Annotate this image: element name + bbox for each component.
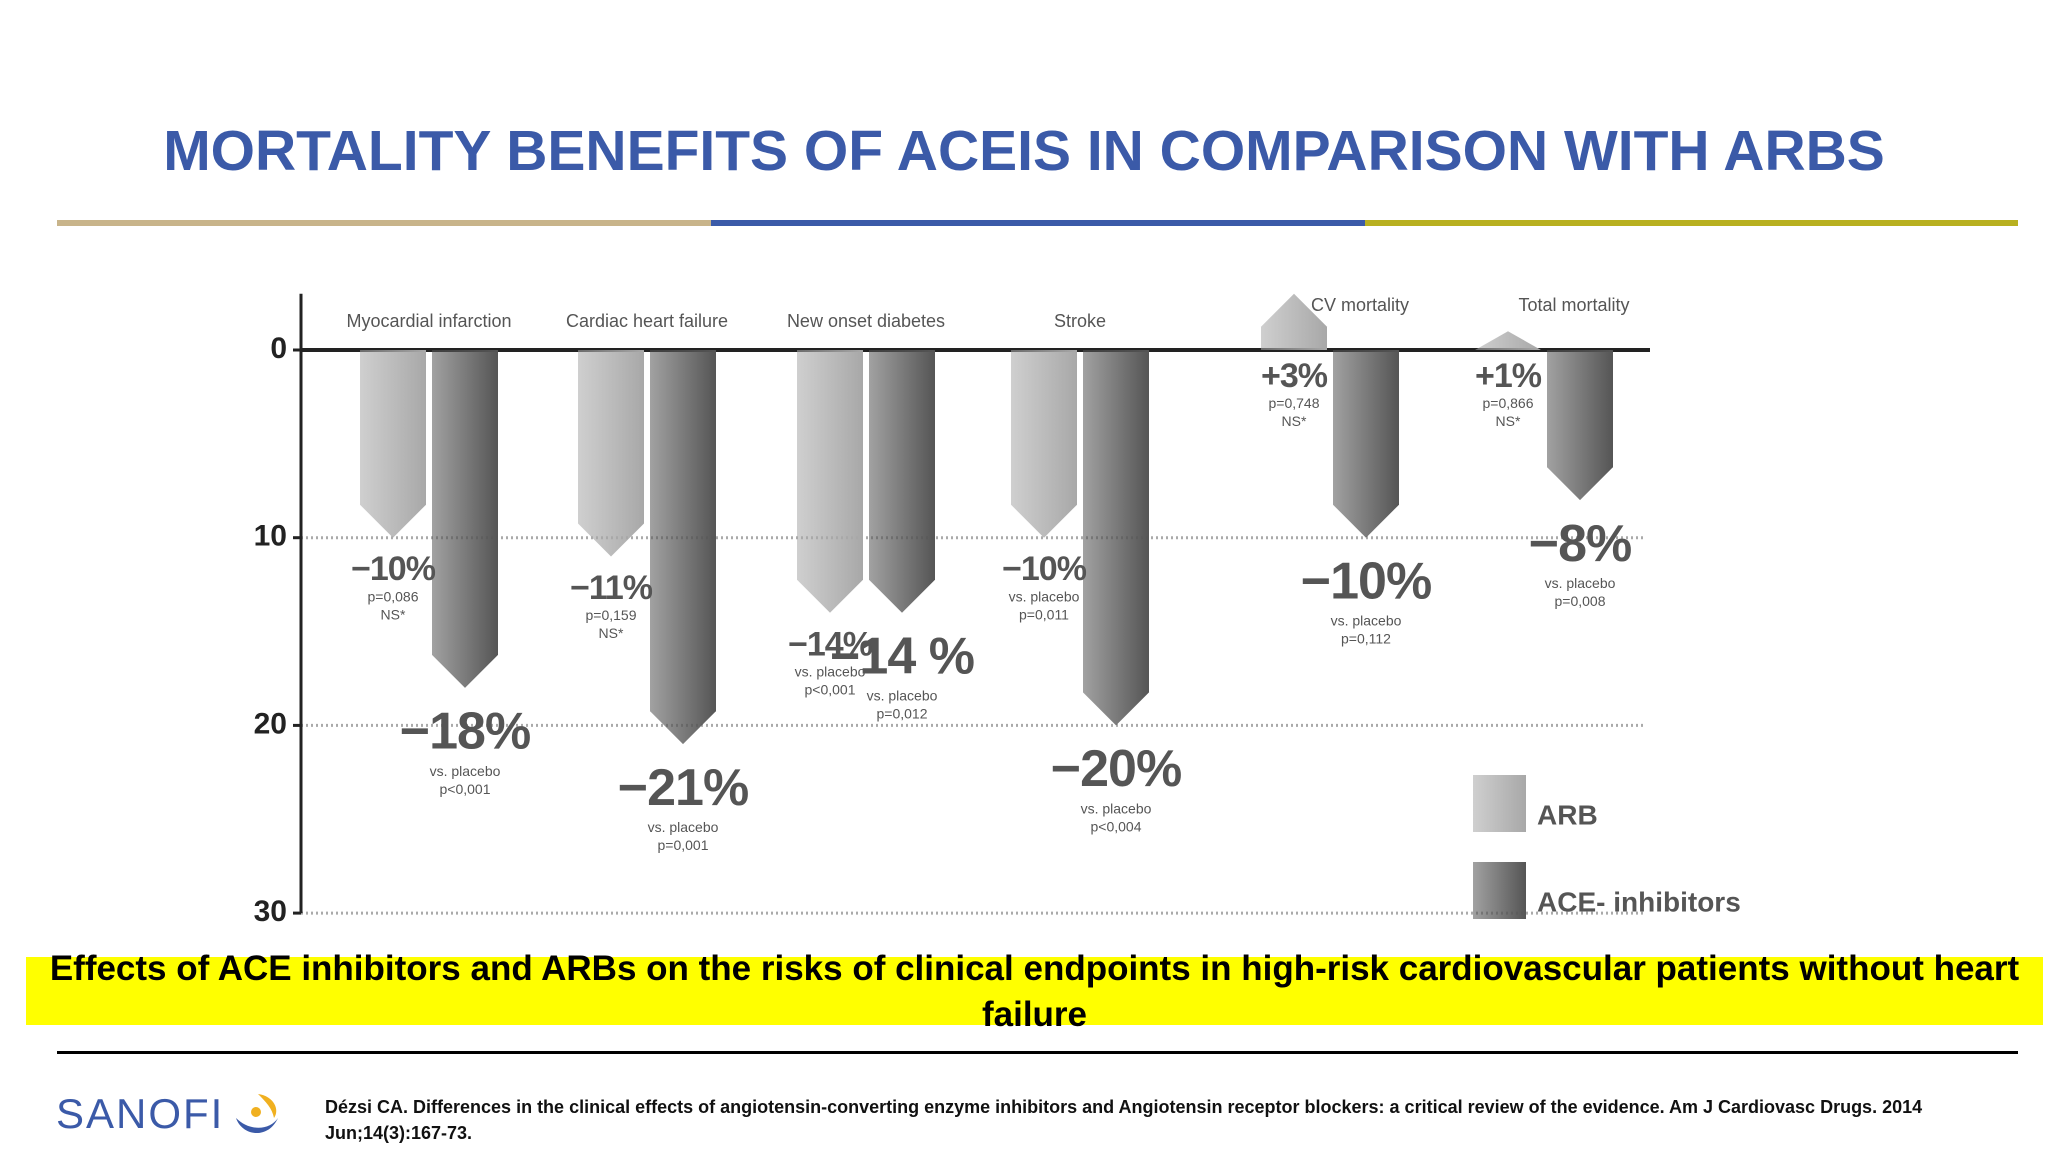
value-label: −21% xyxy=(618,759,748,817)
annotation: p=0,086 xyxy=(368,588,419,604)
footer-rule xyxy=(57,1051,2018,1054)
bar xyxy=(1011,350,1077,538)
bar xyxy=(797,350,863,613)
annotation: vs. placebo xyxy=(795,663,866,679)
logo-swoosh xyxy=(258,1094,277,1118)
value-label: +3% xyxy=(1261,357,1328,395)
rule-segment xyxy=(711,220,1365,226)
reference: Dézsi CA. Differences in the clinical ef… xyxy=(325,1097,1923,1143)
legend-swatch xyxy=(1473,775,1526,832)
annotation: p<0,004 xyxy=(1091,818,1142,834)
annotation: vs. placebo xyxy=(648,819,719,835)
bar xyxy=(578,350,644,557)
annotation: p<0,001 xyxy=(805,681,856,697)
y-tick-label: 30 xyxy=(254,895,287,928)
bar xyxy=(1475,331,1541,350)
annotation: p=0,012 xyxy=(877,706,928,722)
annotation: vs. placebo xyxy=(1081,800,1152,816)
value-label: +1% xyxy=(1475,357,1542,395)
annotation: NS* xyxy=(1496,413,1521,429)
category-label: New onset diabetes xyxy=(787,311,945,331)
bar xyxy=(1547,350,1613,501)
y-tick-label: 0 xyxy=(270,332,287,365)
annotation: NS* xyxy=(381,606,406,622)
category-label: Total mortality xyxy=(1518,295,1629,315)
annotation: p<0,001 xyxy=(440,781,491,797)
chart: 0 10 20 30 Myocardial infarction Cardiac hear… xyxy=(254,293,1741,928)
annotation: p=0,001 xyxy=(658,837,709,853)
category-label: Cardiac heart failure xyxy=(566,311,728,331)
annotation: p=0,112 xyxy=(1341,631,1391,647)
y-tick-label: 20 xyxy=(254,707,287,740)
annotation: p=0,748 xyxy=(1269,395,1320,411)
value-label: −18% xyxy=(400,703,530,761)
caption-highlight xyxy=(26,957,2043,1025)
category-label: CV mortality xyxy=(1311,295,1409,315)
annotation: vs. placebo xyxy=(1545,575,1616,591)
rule-segment xyxy=(1365,220,2018,226)
legend-label: ACE- inhibitors xyxy=(1537,886,1741,917)
bar xyxy=(360,350,426,538)
value-label: −10% xyxy=(351,550,436,588)
annotation: vs. placebo xyxy=(1331,613,1402,629)
logo-mark xyxy=(236,1094,278,1134)
category-label: Myocardial infarction xyxy=(346,311,511,331)
annotation: p=0,866 xyxy=(1483,395,1534,411)
annotation: NS* xyxy=(599,625,624,641)
rule-segment xyxy=(57,220,711,226)
rule xyxy=(57,1051,2018,1054)
category-label: Stroke xyxy=(1054,311,1106,331)
caption: Effects of ACE inhibitors and ARBs on th… xyxy=(49,949,2020,1034)
value-label: −10% xyxy=(1301,552,1431,610)
bar xyxy=(1083,350,1149,726)
annotation: vs. placebo xyxy=(1009,588,1080,604)
slide-title: MORTALITY BENEFITS OF ACEIS IN COMPARISO… xyxy=(163,119,1885,183)
bar xyxy=(1261,293,1327,350)
annotation: p=0,008 xyxy=(1555,593,1606,609)
value-label: −11% xyxy=(570,569,653,607)
y-tick-label: 10 xyxy=(254,520,287,553)
logo-dot xyxy=(251,1107,261,1117)
bar xyxy=(1333,350,1399,538)
annotation: vs. placebo xyxy=(867,688,938,704)
value-label: −14% xyxy=(788,625,873,663)
logo-text: SANOFI xyxy=(56,1090,225,1137)
bar xyxy=(650,350,716,745)
annotation: NS* xyxy=(1282,413,1307,429)
bar xyxy=(869,350,935,613)
value-label: −10% xyxy=(1002,550,1087,588)
annotation: p=0,011 xyxy=(1019,606,1069,622)
annotation: vs. placebo xyxy=(430,763,501,779)
value-label: −20% xyxy=(1051,740,1181,798)
annotation: p=0,159 xyxy=(586,607,637,623)
value-label: −14 % xyxy=(830,628,974,686)
legend-label: ARB xyxy=(1537,799,1598,830)
title-rule xyxy=(57,220,2018,226)
legend-swatch xyxy=(1473,862,1526,919)
value-label: −8% xyxy=(1529,515,1632,573)
bar xyxy=(432,350,498,688)
logo-swoosh xyxy=(236,1118,278,1134)
